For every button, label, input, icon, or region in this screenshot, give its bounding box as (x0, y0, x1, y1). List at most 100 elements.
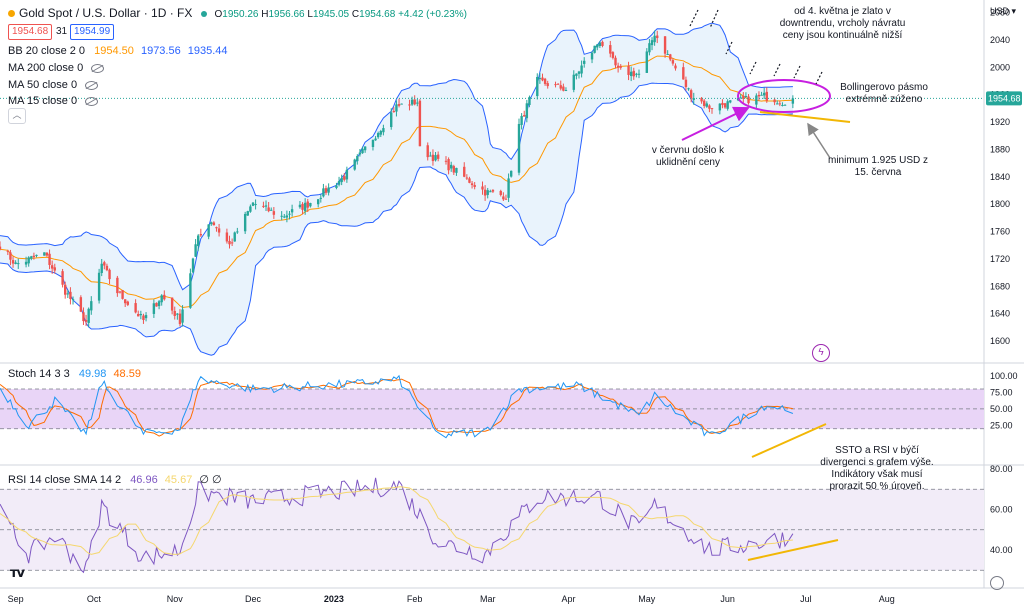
candle-body (635, 73, 638, 75)
candle-body (392, 110, 396, 113)
hidden-eye-icon[interactable] (91, 63, 105, 73)
candle-body (523, 115, 526, 117)
candle-body (609, 45, 612, 54)
candle-body (173, 310, 176, 316)
candle-body (590, 52, 594, 60)
candle-body (489, 191, 492, 193)
candle-body (452, 166, 456, 173)
calm-arrow (681, 106, 750, 141)
market-status-icon (201, 11, 208, 17)
candle-body (139, 314, 143, 316)
candle-body (468, 178, 471, 183)
peak-arrow (709, 9, 719, 29)
candle-body (410, 99, 414, 105)
rsi-tick-label: 80.00 (990, 464, 1013, 474)
price-tick-label: 1600 (990, 336, 1010, 346)
low-value: 1945.05 (312, 9, 350, 20)
candle-body (536, 77, 539, 97)
price-tick-label: 2040 (990, 35, 1010, 45)
candle-body (481, 186, 484, 190)
stoch-divergence-line (751, 423, 827, 458)
bb-label: BB 20 close 2 0 (8, 45, 86, 57)
settings-gear-icon[interactable] (990, 576, 1004, 590)
low-label: L (307, 9, 313, 20)
stoch-k-value: 49.98 (78, 368, 107, 380)
candle-body (601, 41, 604, 46)
tradingview-logo-icon: ᴛᴠ (10, 566, 25, 581)
indicator-bands (0, 388, 984, 571)
sell-price-button[interactable]: 1954.68 (8, 24, 53, 40)
candle-body (726, 101, 729, 109)
candle-body (765, 91, 768, 101)
candle-body (739, 97, 742, 99)
time-tick-label: May (638, 594, 656, 604)
candle-body (69, 291, 72, 300)
candle-body (363, 146, 367, 151)
hidden-eye-icon[interactable] (85, 80, 99, 90)
buy-price-button[interactable]: 1954.99 (70, 24, 115, 40)
ma15-legend[interactable]: MA 15 close 0 (8, 95, 99, 107)
candle-body (316, 199, 320, 205)
candle-body (267, 207, 270, 212)
oscillator-lines (0, 374, 794, 574)
candle-body (374, 138, 377, 141)
candle-body (32, 255, 36, 258)
stoch-tick-label: 100.00 (990, 371, 1018, 381)
stoch-tick-label: 75.00 (990, 387, 1013, 397)
candle-body (335, 185, 338, 188)
candle-body (463, 166, 466, 177)
stoch-legend[interactable]: Stoch 14 3 3 49.98 48.59 (8, 368, 141, 380)
candles (0, 30, 795, 328)
collapse-legend-icon[interactable]: ︿ (8, 108, 26, 124)
candle-body (100, 263, 103, 274)
ma50-legend[interactable]: MA 50 close 0 (8, 79, 99, 91)
bb-legend[interactable]: BB 20 close 2 0 1954.50 1973.56 1935.44 (8, 45, 228, 57)
candle-body (84, 320, 88, 322)
candle-body (79, 297, 83, 312)
symbol-legend[interactable]: Gold Spot / U.S. Dollar · 1D · FX O1950.… (8, 6, 467, 20)
last-price-badge (986, 91, 1022, 106)
ma200-legend[interactable]: MA 200 close 0 (8, 62, 105, 74)
candle-body (207, 224, 210, 237)
candle-body (105, 265, 109, 271)
candle-body (554, 84, 557, 86)
candle-body (747, 96, 750, 104)
candle-body (413, 99, 416, 105)
candle-body (123, 299, 127, 304)
candle-body (327, 187, 330, 193)
annotation-calm: v červnu došlo k uklidnění ceny (651, 145, 725, 168)
candle-body (577, 71, 581, 74)
candle-body (155, 302, 158, 307)
last-price-label: 1954.68 (988, 93, 1021, 103)
candle-body (290, 209, 294, 213)
candle-body (53, 267, 56, 271)
candle-body (144, 315, 148, 319)
time-tick-label: Feb (407, 594, 423, 604)
bb-basis-value: 1954.50 (94, 45, 134, 57)
time-tick-label: Dec (245, 594, 262, 604)
bb-upper-value: 1973.56 (140, 45, 181, 57)
candle-body (230, 242, 234, 244)
candle-body (358, 152, 362, 155)
price-tick-label: 1680 (990, 281, 1010, 291)
candle-body (379, 130, 382, 135)
time-tick-label: Mar (480, 594, 496, 604)
candle-body (6, 250, 10, 252)
time-tick-label: Apr (562, 594, 576, 604)
rsi-legend[interactable]: RSI 14 close SMA 14 2 46.96 45.67 ∅ ∅ (8, 473, 222, 486)
candle-body (632, 70, 635, 77)
open-label: O (214, 9, 223, 20)
flash-icon[interactable]: ϟ (812, 344, 830, 362)
candle-body (616, 65, 620, 68)
candle-body (517, 123, 521, 173)
hidden-eye-icon[interactable] (85, 96, 99, 106)
price-tick-label: 1880 (990, 144, 1010, 154)
candle-body (723, 103, 727, 108)
candle-body (134, 303, 137, 313)
candle-body (538, 78, 542, 80)
candle-body (319, 197, 322, 199)
candle-body (528, 97, 531, 106)
rsi-label: RSI 14 close SMA 14 2 (8, 474, 122, 486)
rsi-tick-label: 40.00 (990, 545, 1013, 555)
